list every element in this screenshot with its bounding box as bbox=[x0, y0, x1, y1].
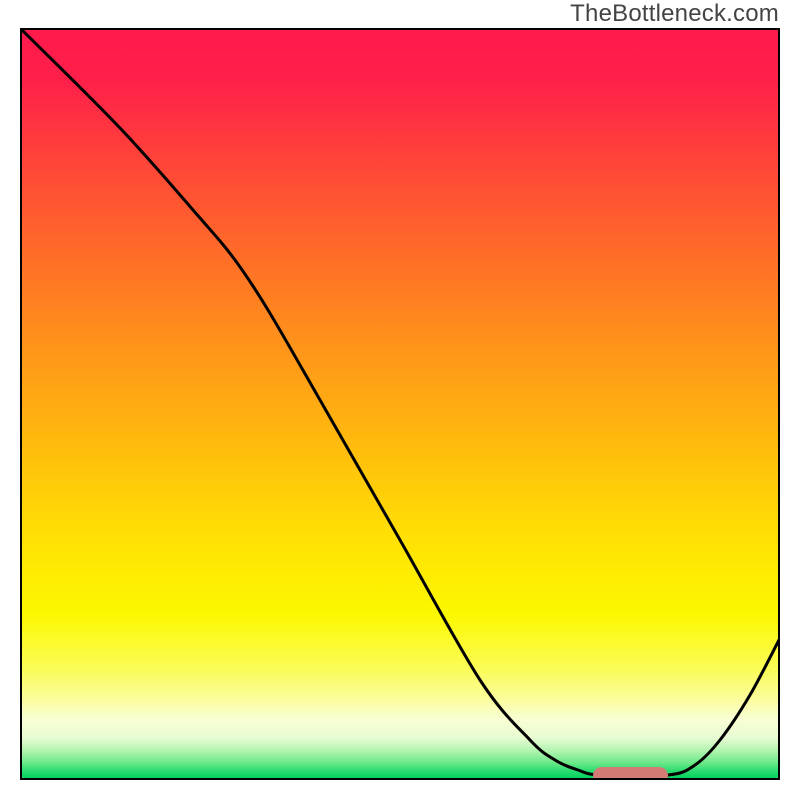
plot-svg bbox=[0, 0, 800, 800]
watermark-text: TheBottleneck.com bbox=[570, 0, 779, 28]
bottleneck-chart: TheBottleneck.com bbox=[0, 0, 800, 800]
optimal-marker bbox=[593, 767, 668, 784]
gradient-background bbox=[21, 29, 779, 779]
